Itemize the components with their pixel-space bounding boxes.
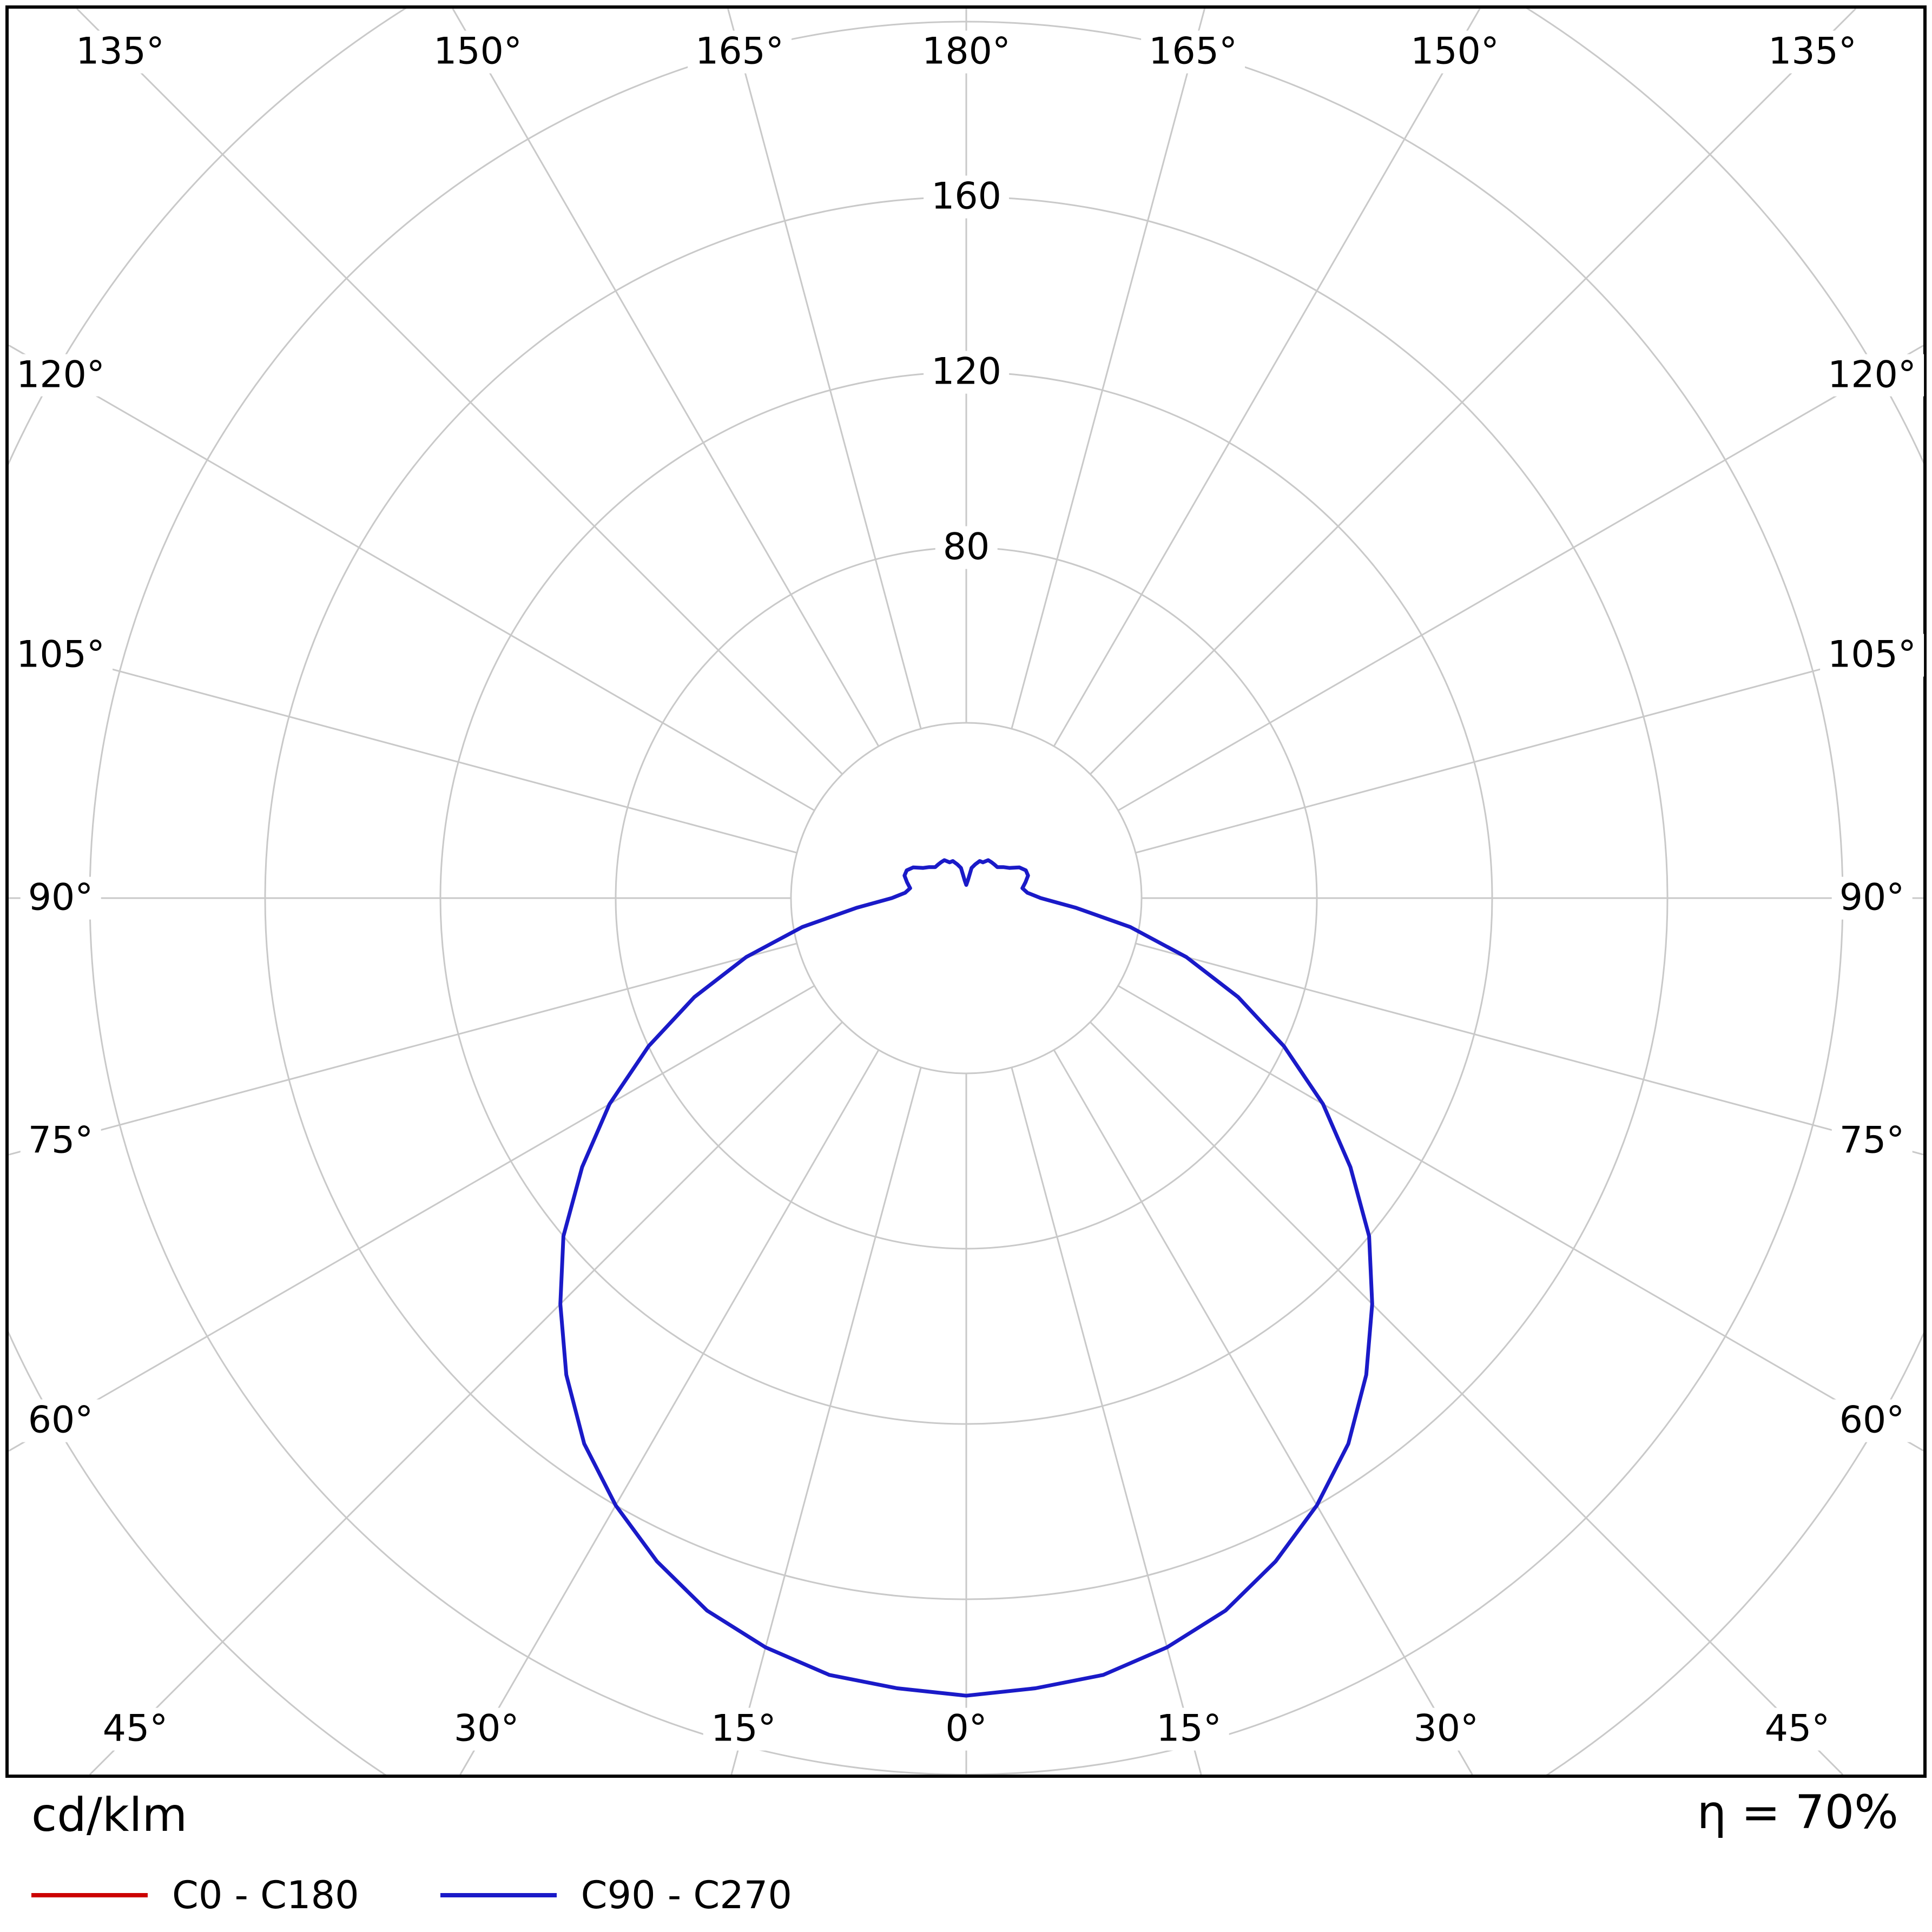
legend-item-c0-c180: C0 - C180 <box>31 1873 359 1917</box>
legend-label-c0-c180: C0 - C180 <box>172 1873 359 1917</box>
curve-c90-c270 <box>558 858 1374 1698</box>
efficiency-label: η = 70% <box>1697 1785 1898 1839</box>
legend-line-c90-c270-icon <box>440 1893 557 1897</box>
legend-line-c0-c180-icon <box>31 1893 148 1897</box>
legend-label-c90-c270: C90 - C270 <box>581 1873 792 1917</box>
legend: C0 - C180 C90 - C270 <box>31 1873 873 1917</box>
legend-item-c90-c270: C90 - C270 <box>440 1873 792 1917</box>
plot-frame <box>5 5 1927 1778</box>
units-label: cd/klm <box>31 1788 188 1842</box>
